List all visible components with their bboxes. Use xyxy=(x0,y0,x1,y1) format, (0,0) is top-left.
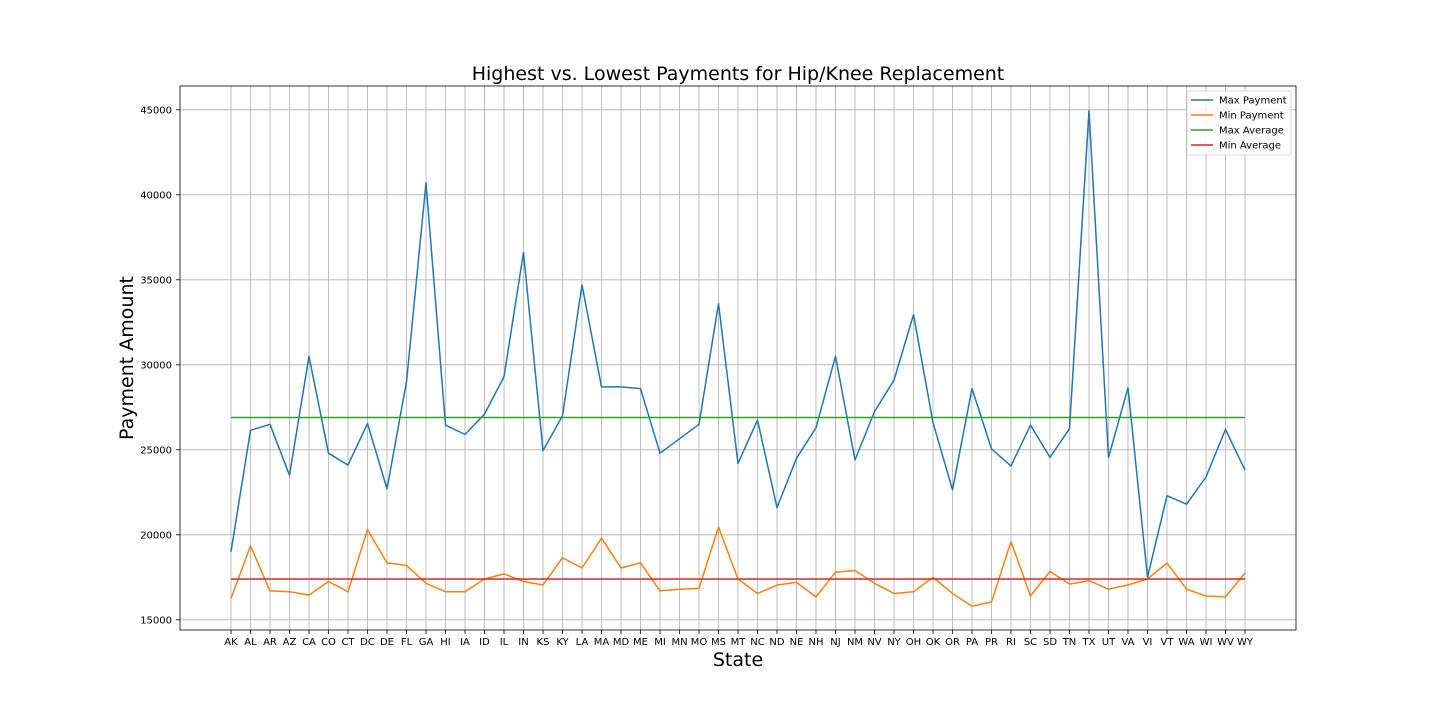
chart-title: Highest vs. Lowest Payments for Hip/Knee… xyxy=(472,63,1005,85)
x-tick-label: ND xyxy=(769,637,784,648)
x-tick-label: PR xyxy=(985,637,998,648)
x-tick-label: CO xyxy=(321,637,336,648)
x-tick-label: NV xyxy=(867,637,881,648)
x-tick-label: VI xyxy=(1143,637,1153,648)
x-tick-label: WV xyxy=(1217,637,1234,648)
x-tick-label: MA xyxy=(594,637,610,648)
series-layer xyxy=(230,109,1246,607)
x-tick-label: MT xyxy=(731,637,747,648)
x-tick-label: FL xyxy=(401,637,413,648)
legend-label: Min Payment xyxy=(1219,111,1284,122)
x-tick-label: LA xyxy=(576,637,589,648)
x-tick-label: NE xyxy=(790,637,804,648)
x-axis-label: State xyxy=(713,649,763,671)
x-tick-label: HI xyxy=(440,637,450,648)
x-tick-label: SC xyxy=(1024,637,1037,648)
y-axis: 15000 20000 25000 30000 35000 40000 45000 xyxy=(140,105,180,626)
x-tick-label: TN xyxy=(1062,637,1077,648)
x-tick-label: CT xyxy=(341,637,355,648)
x-axis: AK AL AR AZ CA CO CT DC DE FL GA HI IA ID IL IN KS KY LA MA… xyxy=(224,630,1254,648)
x-tick-label: OR xyxy=(945,637,960,648)
legend-label: Max Average xyxy=(1219,126,1284,137)
x-tick-label: TX xyxy=(1082,637,1096,648)
x-tick-label: KS xyxy=(537,637,550,648)
x-tick-label: VT xyxy=(1161,637,1175,648)
legend-box xyxy=(1186,90,1292,156)
y-tick-label: 20000 xyxy=(140,530,172,541)
x-tick-label: OH xyxy=(906,637,921,648)
y-tick-label: 25000 xyxy=(140,445,172,456)
x-tick-label: AZ xyxy=(283,637,297,648)
x-tick-label: NY xyxy=(887,637,901,648)
y-tick-label: 45000 xyxy=(140,105,172,116)
x-tick-label: RI xyxy=(1006,637,1016,648)
legend-label: Min Average xyxy=(1219,141,1281,152)
x-tick-label: NH xyxy=(809,637,824,648)
x-tick-label: IL xyxy=(500,637,509,648)
x-tick-label: MI xyxy=(654,637,666,648)
x-tick-label: ID xyxy=(479,637,490,648)
x-tick-label: GA xyxy=(419,637,434,648)
y-axis-label: Payment Amount xyxy=(116,276,138,440)
y-tick-label: 40000 xyxy=(140,190,172,201)
y-tick-label: 15000 xyxy=(140,615,172,626)
x-tick-label: MN xyxy=(671,637,687,648)
x-tick-label: ME xyxy=(633,637,648,648)
x-tick-label: MD xyxy=(613,637,630,648)
legend: Max Payment Min Payment Max Average Min Ave… xyxy=(1186,90,1292,156)
x-tick-label: AR xyxy=(263,637,277,648)
x-tick-label: WI xyxy=(1200,637,1213,648)
grid xyxy=(180,86,1296,630)
x-tick-label: VA xyxy=(1121,637,1134,648)
x-tick-label: WA xyxy=(1178,637,1194,648)
x-tick-label: MS xyxy=(711,637,726,648)
x-tick-label: PA xyxy=(966,637,978,648)
x-tick-label: DC xyxy=(360,637,375,648)
x-tick-label: DE xyxy=(380,637,394,648)
x-tick-label: AL xyxy=(244,637,257,648)
x-tick-label: NM xyxy=(847,637,863,648)
x-tick-label: NJ xyxy=(830,637,840,648)
x-tick-label: NC xyxy=(750,637,764,648)
x-tick-label: SD xyxy=(1043,637,1057,648)
x-tick-label: OK xyxy=(926,637,941,648)
x-tick-label: AK xyxy=(224,637,238,648)
legend-label: Max Payment xyxy=(1219,96,1287,107)
x-tick-label: IA xyxy=(460,637,470,648)
x-tick-label: IN xyxy=(518,637,528,648)
x-tick-label: WY xyxy=(1237,637,1254,648)
x-tick-label: MO xyxy=(691,637,708,648)
y-tick-label: 35000 xyxy=(140,275,172,286)
y-tick-label: 30000 xyxy=(140,360,172,371)
x-tick-label: KY xyxy=(556,637,569,648)
x-tick-label: UT xyxy=(1102,637,1116,648)
x-tick-label: CA xyxy=(302,637,316,648)
